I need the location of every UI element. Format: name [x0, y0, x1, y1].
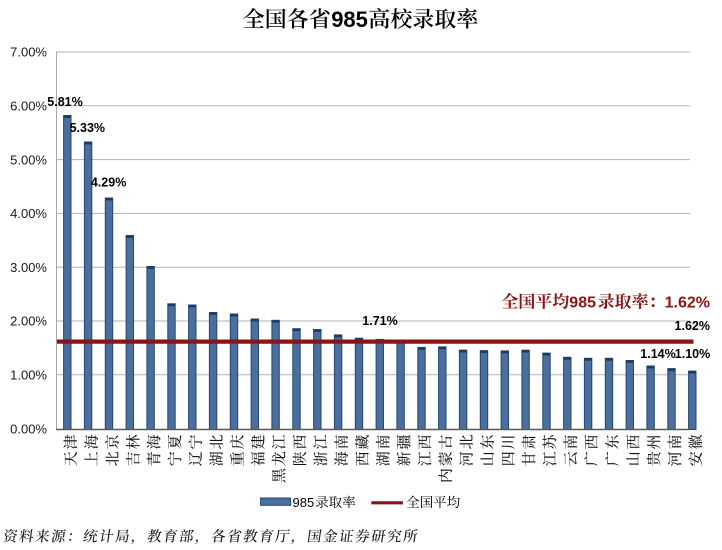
- svg-text:1.62%: 1.62%: [665, 295, 710, 312]
- svg-text:7.00%: 7.00%: [10, 45, 47, 60]
- svg-text:2.00%: 2.00%: [10, 314, 47, 329]
- svg-text:5.81%: 5.81%: [47, 95, 82, 109]
- svg-text:6.00%: 6.00%: [10, 99, 47, 114]
- svg-text:5.33%: 5.33%: [70, 121, 105, 135]
- svg-text:4.00%: 4.00%: [10, 206, 47, 221]
- svg-text:1.62%: 1.62%: [675, 319, 710, 333]
- svg-text:985: 985: [569, 295, 596, 312]
- svg-text:1.14%: 1.14%: [640, 347, 675, 361]
- svg-text:0.00%: 0.00%: [10, 421, 47, 436]
- svg-text:985: 985: [293, 495, 315, 510]
- svg-text:5.00%: 5.00%: [10, 152, 47, 167]
- svg-text:4.29%: 4.29%: [91, 175, 126, 189]
- svg-text:1.10%: 1.10%: [675, 347, 710, 361]
- svg-text:985: 985: [331, 7, 368, 32]
- svg-text:1.71%: 1.71%: [362, 314, 397, 328]
- svg-text:1.00%: 1.00%: [10, 368, 47, 383]
- svg-text:3.00%: 3.00%: [10, 260, 47, 275]
